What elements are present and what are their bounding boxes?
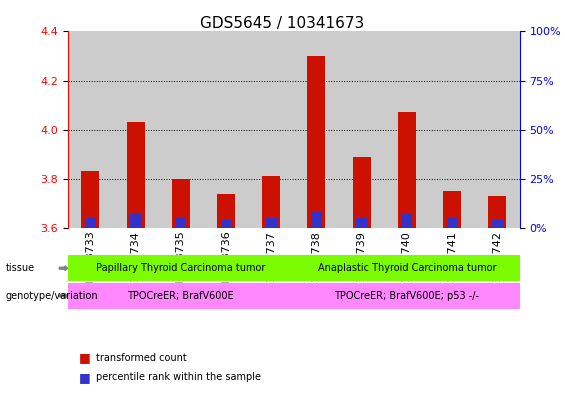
Text: ■: ■ [79,371,91,384]
Text: GDS5645 / 10341673: GDS5645 / 10341673 [201,16,364,31]
Text: Anaplastic Thyroid Carcinoma tumor: Anaplastic Thyroid Carcinoma tumor [318,263,496,273]
Bar [68,31,113,228]
Text: Papillary Thyroid Carcinoma tumor: Papillary Thyroid Carcinoma tumor [96,263,266,273]
Bar [353,157,371,228]
Bar [398,112,416,228]
Bar [217,193,235,228]
Bar [81,171,99,228]
Bar [130,214,141,228]
Text: percentile rank within the sample: percentile rank within the sample [96,372,261,382]
Bar [488,196,506,228]
Bar [172,179,190,228]
Text: TPOCreER; BrafV600E; p53 -/-: TPOCreER; BrafV600E; p53 -/- [334,291,479,301]
Bar [443,191,461,228]
Bar [446,218,458,228]
Bar [401,214,412,228]
Text: TPOCreER; BrafV600E: TPOCreER; BrafV600E [128,291,234,301]
Bar [175,218,186,228]
Bar [203,31,249,228]
Bar [492,220,503,228]
Text: genotype/variation: genotype/variation [6,291,98,301]
Text: ■: ■ [79,351,91,364]
Bar [220,220,232,228]
Bar [262,176,280,228]
Bar [249,31,294,228]
Text: tissue: tissue [6,263,35,273]
Bar [475,31,520,228]
Bar [266,218,277,228]
Bar [307,56,325,228]
Bar [127,122,145,228]
Text: transformed count: transformed count [96,353,187,363]
Bar [294,31,339,228]
Bar [158,31,203,228]
Bar [113,31,158,228]
Bar [356,218,367,228]
Bar [85,218,96,228]
Bar [311,212,322,228]
Bar [429,31,475,228]
Bar [384,31,429,228]
Bar [339,31,384,228]
